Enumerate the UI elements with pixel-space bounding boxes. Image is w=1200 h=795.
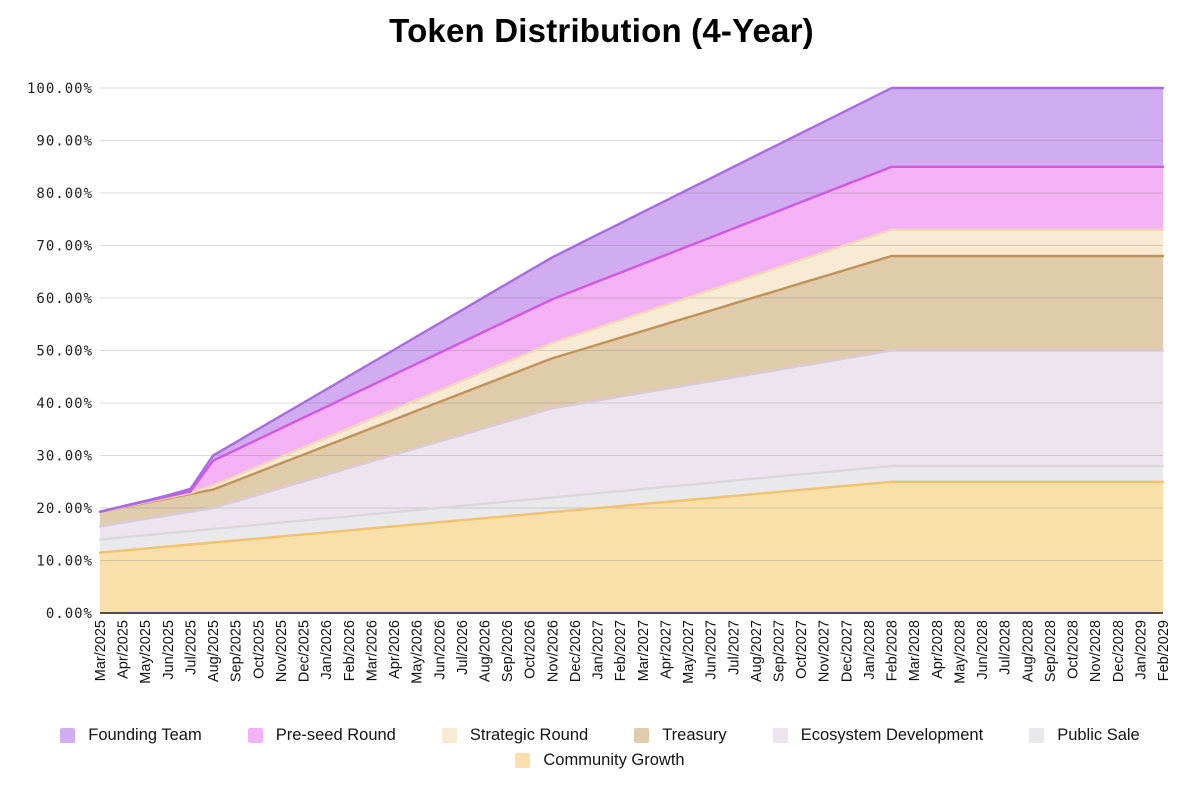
x-tick-label: Feb/2027 [613, 620, 629, 681]
x-tick-label: Sep/2027 [772, 620, 788, 682]
legend-swatch-community-growth [515, 752, 531, 768]
x-tick-label: Aug/2025 [206, 620, 222, 682]
legend-label: Ecosystem Development [800, 726, 984, 744]
x-tick-label: Aug/2026 [478, 620, 494, 682]
area-community-growth [100, 481, 1163, 613]
x-tick-label: Jul/2025 [184, 620, 200, 675]
legend-swatch-founding-team [60, 727, 76, 743]
line-founding-team [98, 86, 1165, 513]
x-tick-label: Nov/2027 [817, 620, 833, 682]
chart-title: Token Distribution (4-Year) [389, 12, 814, 49]
x-tick-label: Oct/2027 [794, 620, 810, 679]
x-tick-label: Jan/2027 [591, 620, 607, 680]
x-tick-label: Aug/2027 [749, 620, 765, 682]
x-tick-label: Jul/2028 [998, 620, 1014, 675]
line-treasury [98, 254, 1165, 513]
y-tick-label: 70.00% [36, 239, 93, 255]
x-tick-label: Jun/2027 [704, 620, 720, 680]
x-tick-label: Apr/2025 [116, 620, 132, 679]
line-strategic-round [98, 228, 1165, 513]
line-public-sale [98, 464, 1165, 541]
legend-swatch-public-sale [1029, 727, 1045, 743]
legend-label: Public Sale [1057, 726, 1140, 744]
legend-label: Community Growth [543, 751, 685, 769]
legend-item-founding-team: Founding Team [60, 726, 202, 744]
legend-swatch-ecosystem-development [772, 727, 788, 743]
legend-item-public-sale: Public Sale [1029, 726, 1140, 744]
line-ecosystem-development [98, 349, 1165, 528]
x-tick-label: May/2026 [410, 620, 426, 684]
legend-label: Pre-seed Round [275, 726, 396, 744]
x-tick-label: Dec/2025 [297, 620, 313, 682]
x-tick-label: Mar/2028 [907, 620, 923, 681]
x-tick-label: Aug/2028 [1020, 620, 1036, 682]
x-tick-label: Jul/2027 [726, 620, 742, 675]
x-tick-label: Oct/2025 [251, 620, 267, 679]
x-tick-label: Jun/2026 [432, 620, 448, 680]
legend-swatch-strategic-round [441, 727, 457, 743]
x-tick-label: Mar/2025 [93, 620, 109, 681]
x-tick-label: May/2028 [952, 620, 968, 684]
line-pre-seed-round [98, 165, 1165, 513]
x-tick-label: Jan/2026 [319, 620, 335, 680]
legend-swatch-treasury [634, 727, 650, 743]
y-tick-label: 40.00% [36, 396, 93, 412]
x-tick-label: Oct/2026 [523, 620, 539, 679]
x-tick-label: Dec/2028 [1111, 620, 1127, 682]
y-tick-label: 90.00% [36, 134, 93, 150]
y-tick-label: 80.00% [36, 186, 93, 202]
area-ecosystem-development [100, 350, 1163, 540]
x-tick-label: Dec/2027 [839, 620, 855, 682]
x-tick-label: Feb/2026 [342, 620, 358, 681]
x-tick-label: Feb/2028 [885, 620, 901, 681]
x-tick-label: Dec/2026 [568, 620, 584, 682]
area-public-sale [100, 466, 1163, 553]
y-tick-label: 60.00% [36, 291, 93, 307]
y-tick-label: 10.00% [36, 554, 93, 570]
legend-item-ecosystem-development: Ecosystem Development [772, 726, 984, 744]
y-tick-label: 50.00% [36, 344, 93, 360]
x-tick-label: Mar/2026 [364, 620, 380, 681]
legend-label: Founding Team [88, 726, 202, 744]
chart-legend: Founding Team Pre-seed Round Strategic Rou… [0, 726, 1200, 769]
x-tick-label: Nov/2025 [274, 620, 290, 682]
x-tick-label: Sep/2026 [500, 620, 516, 682]
x-tick-label: Jul/2026 [455, 620, 471, 675]
y-tick-label: 30.00% [36, 449, 93, 465]
x-tick-label: Sep/2025 [229, 620, 245, 682]
legend-item-community-growth: Community Growth [515, 751, 685, 769]
x-tick-label: Jun/2025 [161, 620, 177, 680]
y-tick-label: 0.00% [46, 606, 93, 622]
y-tick-label: 20.00% [36, 501, 93, 517]
x-tick-label: Jun/2028 [975, 620, 991, 680]
area-treasury [100, 256, 1163, 527]
legend-swatch-pre-seed-round [247, 727, 263, 743]
y-tick-label: 100.00% [27, 81, 93, 97]
x-tick-label: Oct/2028 [1066, 620, 1082, 679]
x-tick-label: May/2027 [681, 620, 697, 684]
legend-item-treasury: Treasury [634, 726, 727, 744]
x-tick-label: Apr/2026 [387, 620, 403, 679]
line-community-growth [98, 480, 1165, 554]
legend-label: Treasury [662, 726, 727, 744]
x-tick-label: Mar/2027 [636, 620, 652, 681]
legend-label: Strategic Round [469, 726, 589, 744]
stacked-area-chart: 0.00% 10.00% 20.00% 30.00% 40.00% 50.00% 60.00… [27, 81, 1172, 684]
x-tick-label: Apr/2028 [930, 620, 946, 679]
x-tick-label: Feb/2029 [1156, 620, 1172, 681]
x-tick-label: Jan/2029 [1133, 620, 1149, 680]
x-tick-label: May/2025 [138, 620, 154, 684]
legend-item-strategic-round: Strategic Round [441, 726, 589, 744]
area-pre-seed-round [100, 166, 1163, 512]
x-tick-label: Nov/2028 [1088, 620, 1104, 682]
x-tick-label: Apr/2027 [658, 620, 674, 679]
x-tick-label: Jan/2028 [862, 620, 878, 680]
x-tick-label: Nov/2026 [545, 620, 561, 682]
legend-item-pre-seed-round: Pre-seed Round [247, 726, 396, 744]
x-tick-label: Sep/2028 [1043, 620, 1059, 682]
